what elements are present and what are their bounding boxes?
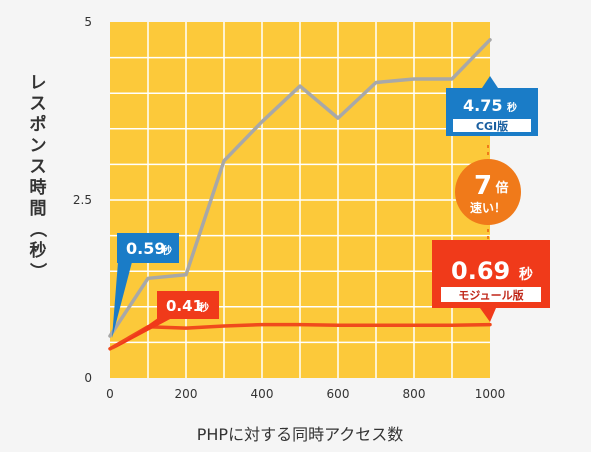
grid: [110, 22, 490, 378]
ratio-value: 7: [474, 171, 492, 201]
y-axis-title-char: ス: [30, 94, 47, 114]
x-tick-label: 400: [251, 387, 274, 401]
series-line-cgi: [108, 38, 492, 338]
y-axis-title-char: ス: [30, 157, 47, 177]
y-axis-ticks: 02.55: [73, 15, 92, 385]
x-axis-ticks: 0 200 400 600 800 1000: [106, 387, 505, 401]
ratio-text: 速い！: [470, 200, 506, 215]
callout-mod-start-value: 0.41: [166, 297, 203, 315]
callout-cgi-end: 4.75 秒 CGI版: [446, 76, 538, 136]
y-tick-label: 0: [84, 371, 92, 385]
callout-cgi-start-unit: 秒: [162, 244, 172, 257]
y-axis-title-char: （: [27, 221, 48, 238]
series-line-module: [108, 322, 492, 351]
x-tick-label: 200: [175, 387, 198, 401]
callout-cgi-end-value: 4.75: [463, 96, 502, 115]
callout-mod-end-unit: 秒: [519, 266, 533, 283]
callout-mod-start: 0.41 秒: [112, 291, 219, 350]
callout-mod-start-unit: 秒: [199, 301, 209, 314]
y-tick-label: 5: [84, 15, 92, 29]
y-axis-title-char: 時: [30, 177, 47, 198]
series-group: [108, 38, 492, 351]
y-axis-title-char: ポ: [30, 114, 47, 135]
callout-mod-end-tag: モジュール版: [458, 288, 523, 302]
y-tick-label: 2.5: [73, 193, 92, 207]
x-tick-label: 600: [327, 387, 350, 401]
callout-mod-end-value: 0.69: [451, 257, 510, 285]
callout-cgi-end-unit: 秒: [507, 101, 517, 114]
y-axis-title-char: 秒: [30, 240, 47, 261]
x-axis-title: PHPに対する同時アクセス数: [197, 425, 404, 444]
x-tick-label: 0: [106, 387, 114, 401]
callout-mod-end: 0.69 秒 モジュール版: [432, 240, 550, 322]
callout-cgi-start-value: 0.59: [126, 239, 165, 258]
y-axis-title-char: 間: [30, 199, 47, 219]
y-axis-title-char: ン: [30, 136, 47, 156]
y-axis-title-char: ）: [27, 263, 48, 280]
x-tick-label: 1000: [475, 387, 506, 401]
ratio-unit: 倍: [495, 180, 508, 196]
x-tick-label: 800: [403, 387, 426, 401]
callout-cgi-start: 0.59 秒: [112, 233, 179, 338]
ratio-badge: 7 倍 速い！: [455, 159, 521, 225]
callout-cgi-end-tag: CGI版: [476, 119, 508, 133]
y-axis-title-char: レ: [30, 73, 47, 93]
